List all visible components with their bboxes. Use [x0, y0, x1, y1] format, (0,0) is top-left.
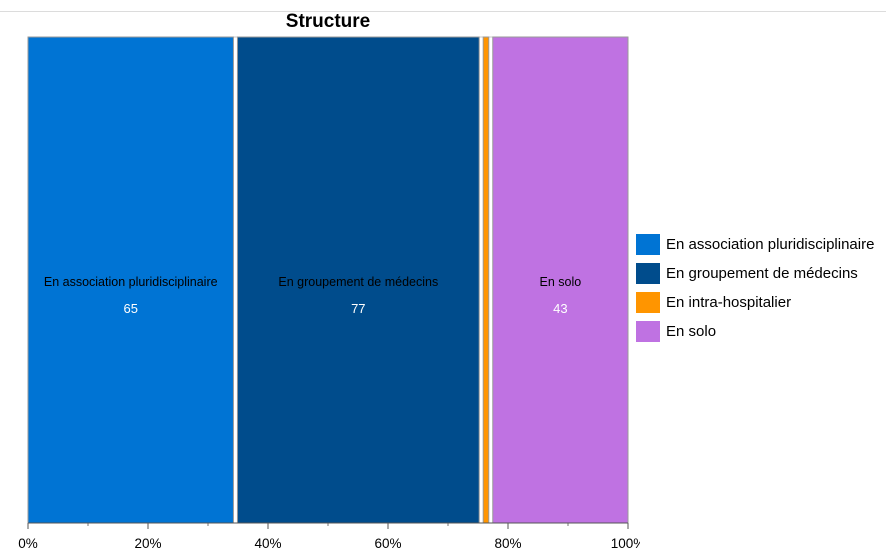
x-tick-label: 100% — [611, 536, 640, 551]
legend-swatch — [636, 263, 660, 284]
x-tick-label: 80% — [494, 536, 521, 551]
segment-label: En solo — [540, 275, 582, 289]
x-tick-label: 0% — [18, 536, 38, 551]
mosaic-segment — [27, 36, 234, 524]
segment-value: 65 — [123, 301, 137, 316]
legend-swatch — [636, 321, 660, 342]
mosaic-segment — [492, 36, 629, 524]
chart-title: Structure — [285, 11, 371, 32]
segment-label: En groupement de médecins — [278, 275, 438, 289]
segment-value: 77 — [351, 301, 365, 316]
legend-label: En groupement de médecins — [666, 264, 858, 282]
x-tick-label: 60% — [374, 536, 401, 551]
segment-value: 43 — [553, 301, 567, 316]
legend-label: En association pluridisciplinaire — [666, 235, 875, 253]
legend-label: En solo — [666, 322, 717, 340]
legend-item[interactable]: En intra-hospitalier — [636, 288, 886, 317]
legend: En association pluridisciplinaire En gro… — [636, 230, 886, 346]
legend-item[interactable]: En groupement de médecins — [636, 259, 886, 288]
legend-swatch — [636, 234, 660, 255]
x-tick-label: 20% — [134, 536, 161, 551]
mosaic-segment — [236, 36, 480, 524]
top-divider — [0, 11, 886, 12]
x-tick-label: 40% — [254, 536, 281, 551]
mosaic-chart: En association pluridisciplinaire 65 En gr… — [18, 36, 640, 551]
segment-label: En association pluridisciplinaire — [44, 275, 218, 289]
legend-label: En intra-hospitalier — [666, 293, 792, 311]
legend-item[interactable]: En solo — [636, 317, 886, 346]
mosaic-segment — [482, 36, 490, 524]
legend-item[interactable]: En association pluridisciplinaire — [636, 230, 886, 259]
legend-swatch — [636, 292, 660, 313]
